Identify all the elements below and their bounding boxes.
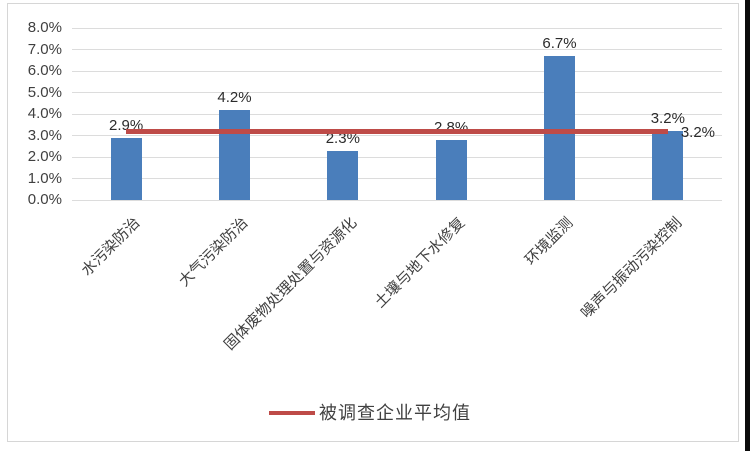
x-axis-category-label: 噪声与振动污染控制 (577, 214, 686, 322)
x-axis-category-label: 固体废物处理处置与资源化 (220, 214, 361, 354)
bar (110, 137, 142, 200)
average-line (126, 128, 668, 134)
gridline (72, 199, 722, 201)
bar (544, 55, 575, 200)
bar (219, 109, 250, 200)
legend: 被调查企业平均值 (0, 403, 740, 423)
gridline (72, 70, 722, 72)
y-axis-tick-label: 3.0% (27, 126, 62, 144)
chart-frame (7, 3, 739, 442)
bar (327, 150, 359, 200)
gridline (72, 27, 722, 29)
bar-value-label: 2.3% (325, 129, 360, 147)
y-axis-tick-label: 7.0% (27, 40, 62, 58)
y-axis-tick-label: 6.0% (27, 62, 62, 79)
bar-value-label: 6.7% (542, 34, 577, 52)
y-axis-tick-label: 5.0% (27, 83, 62, 101)
bar-value-label: 4.2% (217, 88, 252, 106)
gridline (72, 135, 722, 136)
gridline (72, 178, 722, 179)
legend-label: 被调查企业平均值 (319, 403, 471, 423)
gridline (72, 156, 722, 158)
y-axis-tick-label: 8.0% (27, 19, 62, 36)
average-line-value-label: 3.2% (680, 124, 716, 142)
gridline (72, 49, 722, 50)
gridline (72, 113, 722, 115)
y-axis-tick-label: 0.0% (27, 191, 62, 208)
legend-line-swatch (269, 411, 315, 415)
gridline (72, 92, 722, 93)
x-axis-category-label: 土壤与地下水修复 (371, 214, 469, 312)
x-axis-category-label: 大气污染防治 (176, 214, 252, 290)
y-axis-tick-label: 1.0% (27, 169, 62, 187)
bar (435, 139, 467, 200)
bar-value-label: 3.2% (650, 110, 685, 128)
y-axis-tick-label: 2.0% (27, 148, 62, 165)
bar (652, 131, 684, 200)
y-axis-tick-label: 4.0% (27, 105, 62, 122)
x-axis-category-label: 环境监测 (522, 214, 577, 269)
x-axis-category-label: 水污染防治 (78, 214, 144, 280)
screenshot-edge-artifact (745, 0, 750, 451)
